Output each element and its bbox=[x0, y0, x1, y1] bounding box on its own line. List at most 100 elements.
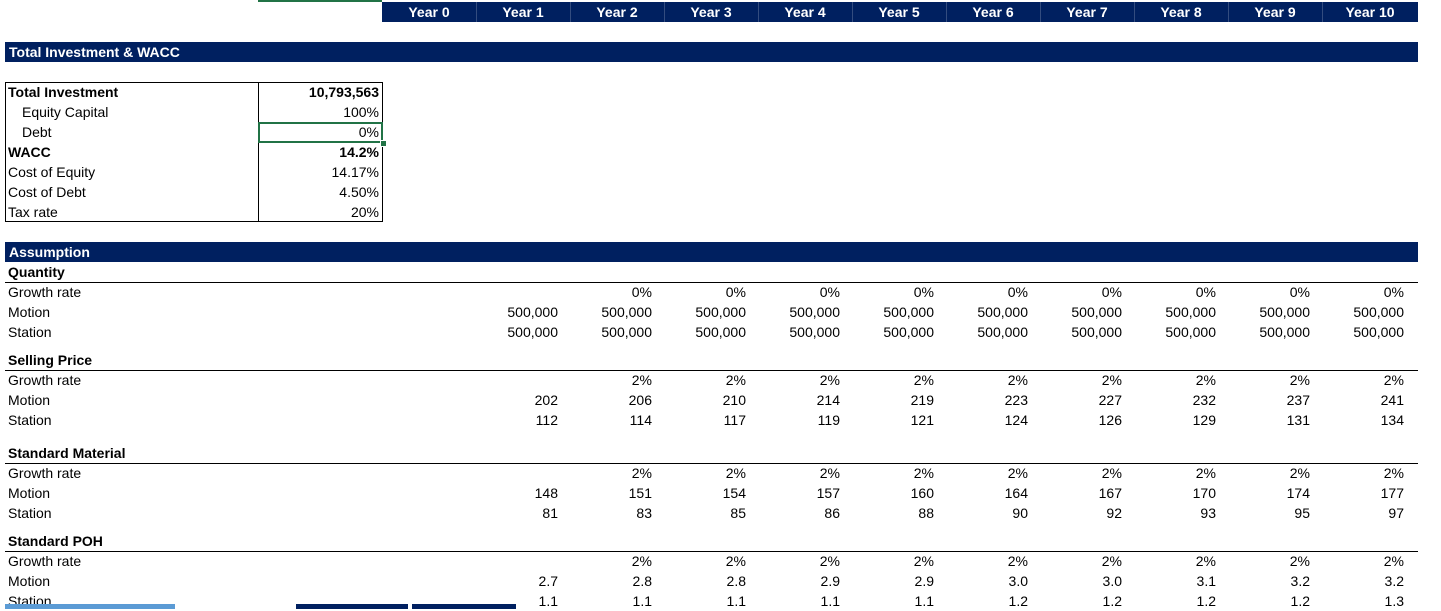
assumption-row-label[interactable]: Station bbox=[8, 412, 52, 428]
assumption-cell[interactable]: 500,000 bbox=[1071, 304, 1122, 320]
sheet-tab-strip[interactable] bbox=[412, 604, 516, 609]
year-header-cell[interactable]: Year 4 bbox=[758, 2, 853, 22]
assumption-cell[interactable]: 2% bbox=[819, 553, 840, 569]
assumption-cell[interactable] bbox=[372, 483, 464, 503]
assumption-cell[interactable]: 164 bbox=[1004, 485, 1028, 501]
assumption-cell[interactable]: 210 bbox=[722, 392, 746, 408]
assumption-cell[interactable] bbox=[372, 282, 464, 302]
assumption-cell[interactable]: 2% bbox=[1195, 553, 1216, 569]
year-header-cell[interactable]: Year 6 bbox=[946, 2, 1041, 22]
sheet-tab-strip[interactable] bbox=[296, 604, 408, 609]
assumption-cell[interactable]: 2% bbox=[725, 553, 746, 569]
assumption-cell[interactable]: 170 bbox=[1192, 485, 1216, 501]
assumption-cell[interactable]: 2% bbox=[631, 372, 652, 388]
assumption-cell[interactable]: 2% bbox=[631, 553, 652, 569]
assumption-cell[interactable]: 90 bbox=[1012, 505, 1028, 521]
assumption-cell[interactable]: 500,000 bbox=[883, 324, 934, 340]
assumption-row-label[interactable]: Station bbox=[8, 324, 52, 340]
assumption-cell[interactable]: 2.9 bbox=[914, 573, 934, 589]
assumption-cell[interactable]: 500,000 bbox=[1165, 324, 1216, 340]
assumption-cell[interactable]: 2% bbox=[1289, 465, 1310, 481]
assumption-cell[interactable]: 97 bbox=[1388, 505, 1404, 521]
assumption-cell[interactable]: 500,000 bbox=[1259, 304, 1310, 320]
assumption-cell[interactable]: 500,000 bbox=[601, 304, 652, 320]
assumption-cell[interactable]: 0% bbox=[1195, 284, 1216, 300]
assumption-cell[interactable]: 500,000 bbox=[507, 324, 558, 340]
investment-row-value[interactable]: 10,793,563 bbox=[308, 84, 379, 100]
year-header-cell[interactable]: Year 1 bbox=[476, 2, 571, 22]
assumption-cell[interactable]: 2% bbox=[1007, 553, 1028, 569]
assumption-cell[interactable]: 121 bbox=[910, 412, 934, 428]
assumption-cell[interactable]: 2.9 bbox=[820, 573, 840, 589]
assumption-cell[interactable]: 0% bbox=[1383, 284, 1404, 300]
assumption-cell[interactable]: 3.0 bbox=[1008, 573, 1028, 589]
assumption-cell[interactable]: 0% bbox=[819, 284, 840, 300]
assumption-cell[interactable]: 227 bbox=[1098, 392, 1122, 408]
year-header-cell[interactable]: Year 8 bbox=[1134, 2, 1229, 22]
assumption-cell[interactable]: 114 bbox=[629, 412, 652, 428]
assumption-cell[interactable]: 2% bbox=[913, 465, 934, 481]
assumption-cell[interactable]: 500,000 bbox=[789, 304, 840, 320]
selected-cell-debt[interactable] bbox=[258, 122, 383, 143]
assumption-cell[interactable]: 500,000 bbox=[1353, 324, 1404, 340]
assumption-cell[interactable]: 88 bbox=[918, 505, 934, 521]
investment-row-label[interactable]: Equity Capital bbox=[22, 104, 109, 120]
assumption-row-label[interactable]: Growth rate bbox=[8, 284, 82, 300]
assumption-cell[interactable]: 0% bbox=[1007, 284, 1028, 300]
assumption-cell[interactable]: 0% bbox=[1101, 284, 1122, 300]
assumption-cell[interactable]: 2% bbox=[1383, 465, 1404, 481]
assumption-cell[interactable]: 154 bbox=[722, 485, 746, 501]
investment-row-value[interactable]: 14.17% bbox=[331, 164, 379, 180]
assumption-cell[interactable]: 500,000 bbox=[507, 304, 558, 320]
investment-row-value[interactable]: 20% bbox=[350, 204, 379, 220]
assumption-cell[interactable]: 1.2 bbox=[1008, 593, 1028, 609]
investment-row-value[interactable]: 14.2% bbox=[339, 144, 379, 160]
assumption-row-label[interactable]: Station bbox=[8, 505, 52, 521]
investment-row-label[interactable]: Tax rate bbox=[8, 204, 58, 220]
assumption-cell[interactable]: 167 bbox=[1098, 485, 1122, 501]
assumption-cell[interactable]: 2% bbox=[913, 372, 934, 388]
assumption-cell[interactable]: 1.1 bbox=[726, 593, 746, 609]
assumption-cell[interactable]: 92 bbox=[1106, 505, 1122, 521]
assumption-cell[interactable]: 134 bbox=[1380, 412, 1404, 428]
investment-row-label[interactable]: WACC bbox=[8, 144, 51, 160]
year-header-cell[interactable]: Year 3 bbox=[664, 2, 759, 22]
assumption-cell[interactable]: 232 bbox=[1192, 392, 1216, 408]
assumption-cell[interactable]: 2% bbox=[1101, 465, 1122, 481]
assumption-cell[interactable]: 174 bbox=[1286, 485, 1310, 501]
assumption-cell[interactable]: 237 bbox=[1286, 392, 1310, 408]
assumption-cell[interactable]: 1.1 bbox=[914, 593, 934, 609]
investment-row-label[interactable]: Total Investment bbox=[8, 84, 119, 100]
investment-row-value[interactable]: 0% bbox=[358, 124, 379, 140]
assumption-cell[interactable]: 219 bbox=[910, 392, 934, 408]
assumption-cell[interactable]: 241 bbox=[1380, 392, 1404, 408]
assumption-cell[interactable]: 2% bbox=[725, 372, 746, 388]
assumption-cell[interactable]: 500,000 bbox=[1259, 324, 1310, 340]
assumption-cell[interactable]: 500,000 bbox=[1353, 304, 1404, 320]
assumption-cell[interactable]: 206 bbox=[628, 392, 652, 408]
assumption-cell[interactable]: 83 bbox=[636, 505, 652, 521]
assumption-cell[interactable]: 500,000 bbox=[601, 324, 652, 340]
assumption-cell[interactable]: 129 bbox=[1192, 412, 1216, 428]
assumption-cell[interactable]: 2% bbox=[819, 465, 840, 481]
investment-row-value[interactable]: 4.50% bbox=[339, 184, 379, 200]
assumption-cell[interactable]: 2% bbox=[1383, 372, 1404, 388]
assumption-cell[interactable]: 500,000 bbox=[883, 304, 934, 320]
assumption-row-label[interactable]: Motion bbox=[8, 392, 51, 408]
assumption-cell[interactable] bbox=[372, 463, 464, 483]
assumption-cell[interactable]: 1.1 bbox=[820, 593, 840, 609]
assumption-cell[interactable]: 151 bbox=[628, 485, 652, 501]
assumption-cell[interactable]: 112 bbox=[535, 412, 558, 428]
investment-row-label[interactable]: Debt bbox=[22, 124, 52, 140]
assumption-cell[interactable]: 500,000 bbox=[977, 304, 1028, 320]
assumption-cell[interactable]: 95 bbox=[1294, 505, 1310, 521]
assumption-cell[interactable]: 2% bbox=[725, 465, 746, 481]
assumption-cell[interactable]: 157 bbox=[816, 485, 840, 501]
fill-handle[interactable] bbox=[380, 140, 387, 147]
sheet-tab-strip[interactable] bbox=[5, 604, 175, 609]
assumption-cell[interactable] bbox=[466, 282, 558, 302]
assumption-cell[interactable]: 2% bbox=[1007, 372, 1028, 388]
assumption-cell[interactable]: 500,000 bbox=[789, 324, 840, 340]
assumption-cell[interactable]: 223 bbox=[1004, 392, 1028, 408]
year-header-cell[interactable]: Year 2 bbox=[570, 2, 665, 22]
